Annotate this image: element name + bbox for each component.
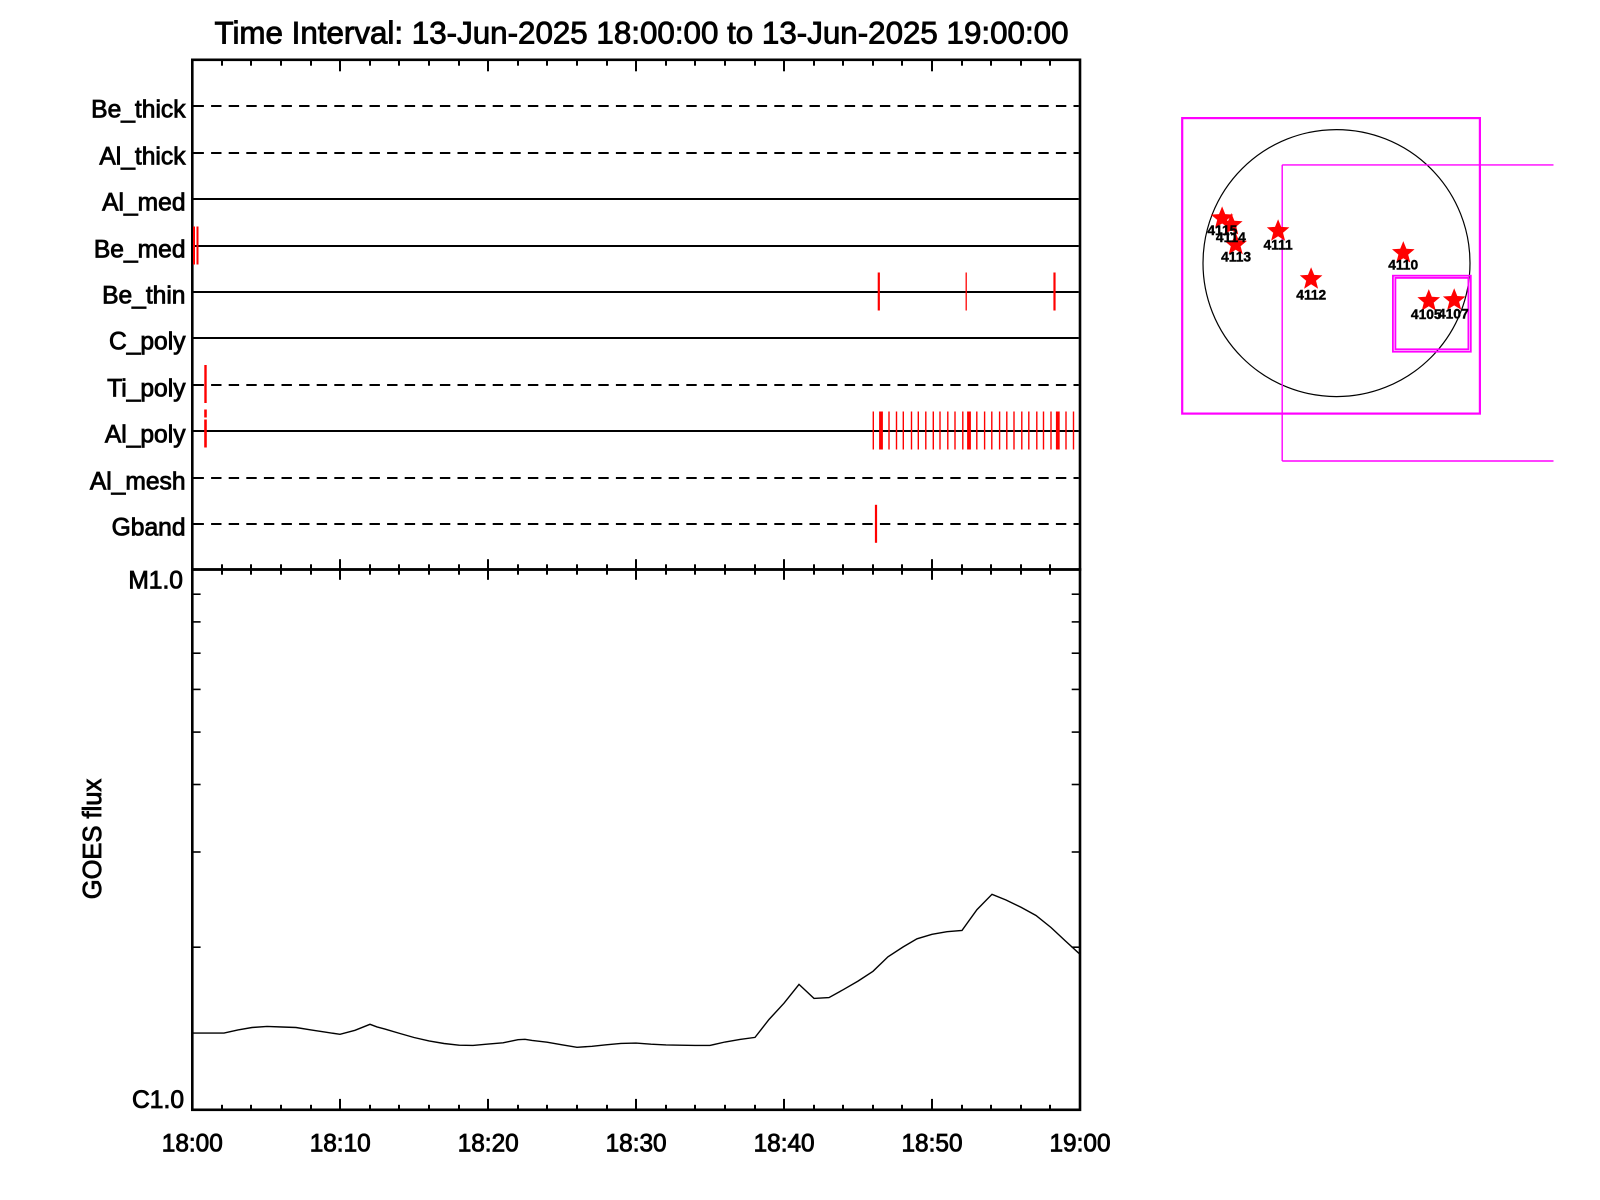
svg-text:18:40: 18:40	[754, 1130, 815, 1157]
svg-text:Ti_poly: Ti_poly	[107, 375, 186, 402]
svg-text:Gband: Gband	[112, 514, 186, 541]
svg-text:4107: 4107	[1438, 306, 1469, 321]
svg-text:Al_poly: Al_poly	[105, 421, 186, 448]
svg-text:19:00: 19:00	[1050, 1130, 1111, 1157]
svg-text:18:00: 18:00	[162, 1130, 223, 1157]
svg-text:18:30: 18:30	[606, 1130, 667, 1157]
svg-text:Al_thick: Al_thick	[99, 143, 186, 170]
svg-text:Be_thick: Be_thick	[91, 96, 186, 123]
svg-text:C1.0: C1.0	[132, 1087, 184, 1114]
svg-text:Be_thin: Be_thin	[102, 282, 185, 309]
svg-text:4114: 4114	[1216, 230, 1246, 245]
svg-text:Al_med: Al_med	[102, 189, 185, 216]
svg-text:4115: 4115	[1207, 223, 1237, 238]
svg-text:18:50: 18:50	[902, 1130, 963, 1157]
svg-text:18:10: 18:10	[310, 1130, 371, 1157]
svg-text:Time Interval: 13-Jun-2025 18:: Time Interval: 13-Jun-2025 18:00:00 to 1…	[215, 16, 1069, 51]
svg-text:18:20: 18:20	[458, 1130, 519, 1157]
svg-text:GOES flux: GOES flux	[79, 779, 107, 900]
svg-text:Al_mesh: Al_mesh	[90, 468, 186, 495]
svg-text:4105: 4105	[1411, 307, 1442, 322]
svg-text:M1.0: M1.0	[128, 568, 183, 595]
svg-text:Be_med: Be_med	[94, 236, 186, 263]
svg-text:4110: 4110	[1388, 257, 1418, 272]
svg-text:4111: 4111	[1264, 238, 1293, 253]
svg-text:4112: 4112	[1296, 288, 1326, 303]
svg-text:4113: 4113	[1221, 250, 1251, 265]
svg-text:C_poly: C_poly	[109, 328, 186, 355]
